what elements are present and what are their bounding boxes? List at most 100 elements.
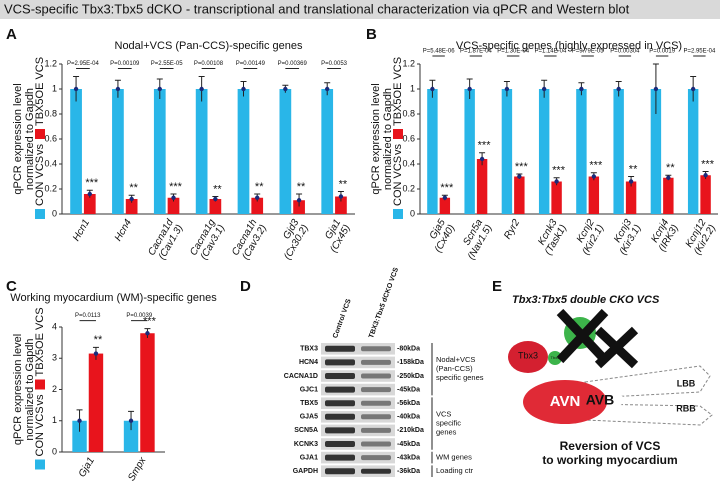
bar: [112, 89, 124, 214]
bar-cap-dot: [616, 86, 621, 92]
significance: **: [94, 334, 103, 346]
protein-label: SCN5A: [294, 427, 318, 434]
avn-blob: [523, 380, 607, 424]
group-label: Nodal+VCS: [436, 355, 475, 364]
bar-cap-dot: [541, 86, 547, 92]
panel-label: E: [492, 278, 502, 295]
protein-label: KCNK3: [294, 441, 318, 448]
p-value: P=0.00304: [610, 49, 640, 55]
bar: [650, 89, 662, 214]
legend-joiner: vs: [34, 394, 46, 406]
kda-label: -158kDa: [397, 359, 424, 366]
tbx5-label: Tbx5: [551, 355, 561, 360]
bar-cap-dot: [87, 191, 92, 197]
band: [361, 387, 391, 393]
band: [361, 373, 391, 379]
p-value: P=1.87E-04: [460, 49, 493, 55]
figure-title: VCS-specific Tbx3:Tbx5 dCKO - transcript…: [4, 1, 630, 16]
bar-chart: A Nodal+VCS (Pan-CCS)-specific genes 0 0.2 0…: [6, 26, 355, 262]
bar-cap-dot: [128, 418, 134, 423]
bar: [427, 89, 438, 214]
significance: **: [666, 162, 675, 174]
legend-joiner: vs: [392, 144, 404, 156]
band: [325, 427, 355, 434]
significance: ***: [169, 181, 183, 193]
y-tick-label: 0: [52, 446, 57, 456]
p-value: P=9.79E-05: [572, 49, 605, 55]
x-tick-label: Smpx: [126, 454, 149, 483]
kda-label: -45kDa: [397, 386, 420, 393]
significance: **: [255, 181, 264, 193]
legend-swatch: [35, 129, 45, 139]
kda-label: -40kDa: [397, 414, 420, 421]
bar-cap-dot: [145, 331, 150, 336]
bar-cap-dot: [628, 179, 634, 184]
p-value: P=0.00369: [278, 61, 308, 67]
y-tick-label: 0.8: [44, 108, 57, 118]
y-tick-label: 0.6: [44, 133, 57, 143]
lbb-label: LBB: [677, 378, 696, 388]
y-tick-label: 1.2: [44, 58, 57, 68]
significance: ***: [552, 165, 566, 177]
cross: [594, 326, 639, 369]
p-value: P=0.0039: [126, 313, 153, 319]
bar: [153, 89, 166, 214]
chart-title: Nodal+VCS (Pan-CCS)-specific genes: [115, 40, 303, 52]
blot-strip: [321, 343, 395, 355]
bar-cap-dot: [283, 86, 288, 92]
band: [361, 468, 391, 474]
blot-strip: [321, 411, 395, 423]
x-tick-label: Kcnk3(Task1): [533, 217, 569, 257]
bar-cap-dot: [77, 418, 82, 423]
group-label: Loading ctr: [436, 466, 474, 475]
y-tick-label: 3: [52, 353, 57, 363]
bar-cap-dot: [579, 86, 584, 92]
bar-cap-dot: [115, 86, 121, 92]
bar: [538, 89, 550, 214]
column-header: TBX3:Tbx5 dCKO VCS: [368, 266, 400, 339]
y-tick-label: 0: [410, 208, 415, 218]
y-tick-label: 1: [410, 83, 415, 93]
significance: ***: [589, 160, 603, 172]
bar-cap-dot: [171, 195, 176, 200]
p-value: P=2.95E-04: [683, 49, 716, 55]
blot-strip: [321, 370, 395, 382]
y-tick-label: 0.2: [44, 183, 57, 193]
band: [361, 359, 391, 365]
x-tick-label: Hcn1: [71, 217, 92, 243]
band: [325, 359, 355, 366]
band: [325, 413, 355, 420]
bar: [88, 353, 104, 452]
bar-cap-dot: [653, 86, 659, 92]
p-value: P=1.30E-04: [497, 49, 530, 55]
x-tick-label: Kcnj3(Kir3.1): [608, 217, 644, 257]
significance: **: [129, 182, 138, 194]
legend-label: TBX5OE VCS: [34, 57, 46, 126]
bar: [700, 175, 711, 214]
y-tick-label: 0.4: [402, 158, 415, 168]
panel-label: A: [6, 26, 17, 43]
y-axis-label: qPCR expression level: [12, 334, 24, 445]
blot-strip: [321, 397, 395, 409]
legend-swatch: [35, 459, 45, 470]
significance: ***: [478, 140, 492, 152]
band: [325, 373, 355, 379]
y-axis-label: normalized to Gapdh: [24, 338, 36, 440]
bar: [335, 196, 347, 214]
y-tick-label: 1.2: [402, 58, 415, 68]
band: [361, 427, 391, 433]
protein-label: CACNA1D: [284, 373, 318, 380]
p-value: P=2.95E-04: [67, 61, 100, 67]
tbx3-blob: [508, 341, 548, 373]
bar: [439, 197, 451, 214]
title-bar: [0, 0, 720, 19]
bar: [588, 176, 600, 214]
bar: [123, 420, 139, 452]
band: [361, 400, 391, 406]
bar-cap-dot: [241, 86, 246, 92]
bar-cap-dot: [338, 194, 344, 199]
